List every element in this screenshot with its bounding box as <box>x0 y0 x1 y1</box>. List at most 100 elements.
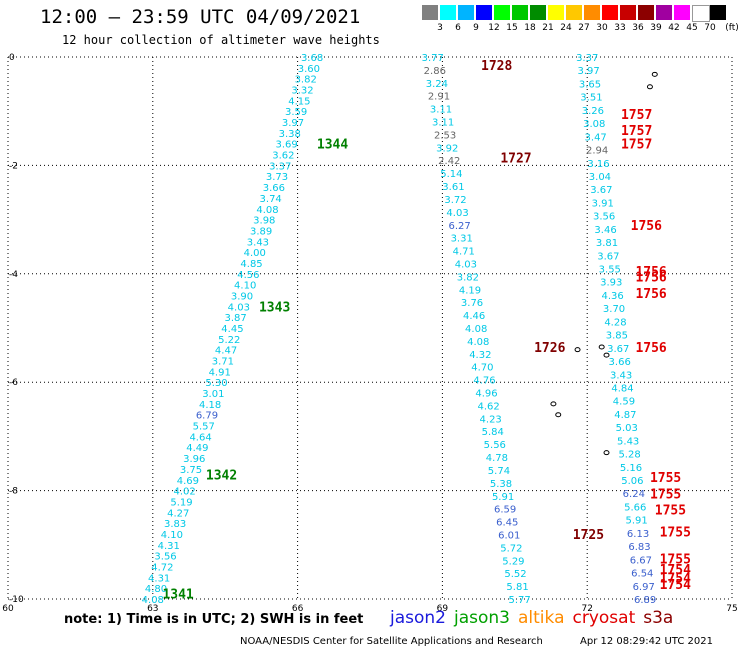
wave-height-value: 3.92 <box>436 143 458 154</box>
pass-number-label: 1754 <box>660 563 691 578</box>
wave-height-value: 5.30 <box>205 378 227 389</box>
wave-height-value: 4.10 <box>161 530 183 541</box>
wave-height-value: 5.66 <box>624 502 646 513</box>
wave-height-value: 3.60 <box>298 64 320 75</box>
wave-height-value: 3.67 <box>590 185 612 196</box>
pass-number-label: 1755 <box>660 552 691 567</box>
wave-height-value: 2.94 <box>586 146 608 157</box>
wave-height-value: 5.77 <box>508 595 530 606</box>
wave-height-value: 3.37 <box>269 161 291 172</box>
wave-height-value: 3.70 <box>603 304 625 315</box>
y-tick-label: -6 <box>9 378 18 388</box>
mission-legend-s3a: s3a <box>643 608 674 628</box>
legend-label: 39 <box>650 23 662 33</box>
wave-height-value: 5.16 <box>620 463 642 474</box>
pass-number-label: 1757 <box>621 138 652 153</box>
wave-height-value: 6.45 <box>496 518 518 529</box>
wave-height-value: 3.97 <box>577 66 599 77</box>
wave-height-value: 4.84 <box>611 383 633 394</box>
footer-timestamp: Apr 12 08:29:42 UTC 2021 <box>580 636 713 647</box>
pass-number-label: 1342 <box>206 468 237 483</box>
wave-height-value: 4.08 <box>465 324 487 335</box>
legend-swatch <box>602 5 619 20</box>
y-tick-label: 0 <box>9 53 15 63</box>
legend-label: 45 <box>686 23 698 33</box>
y-tick-label: -2 <box>9 161 18 171</box>
legend-swatch <box>530 5 547 20</box>
wave-height-value: 3.62 <box>272 151 294 162</box>
wave-height-value: 4.85 <box>240 259 262 270</box>
wave-height-value: 4.46 <box>463 311 485 322</box>
legend-label: 15 <box>506 23 518 33</box>
wave-height-value: 3.11 <box>430 105 452 116</box>
wave-height-value: 2.91 <box>428 92 450 103</box>
wave-height-value: 3.87 <box>224 313 246 324</box>
legend-label: 42 <box>668 23 680 33</box>
wave-height-value: 3.67 <box>597 251 619 262</box>
pass-number-label: 1755 <box>660 525 691 540</box>
wave-height-value: 4.10 <box>234 281 256 292</box>
wave-height-value: 3.55 <box>599 265 621 276</box>
wave-height-value: 6.67 <box>630 555 652 566</box>
wave-height-value: 4.96 <box>475 389 497 400</box>
wave-height-value: 3.32 <box>291 86 313 97</box>
wave-height-value: 4.70 <box>471 363 493 374</box>
wave-height-value: 3.43 <box>610 370 632 381</box>
legend-swatch <box>710 5 727 20</box>
wave-height-value: 4.03 <box>446 208 468 219</box>
wave-height-value: 4.31 <box>158 541 180 552</box>
wave-height-value: 4.27 <box>167 508 189 519</box>
wave-height-value: 4.28 <box>604 317 626 328</box>
wave-height-value: 4.78 <box>486 453 508 464</box>
wave-height-value: 6.01 <box>498 530 520 541</box>
pass-number-label: 1754 <box>660 578 691 593</box>
x-tick-label: 69 <box>437 604 449 614</box>
pass-number-label: 1341 <box>162 588 193 603</box>
x-tick-label: 66 <box>292 604 304 614</box>
wave-height-value: 4.03 <box>455 259 477 270</box>
island-outline <box>651 71 658 77</box>
note-text: note: 1) Time is in UTC; 2) SWH is in fe… <box>64 612 364 627</box>
island-outline <box>574 347 581 353</box>
island-outline <box>598 344 605 350</box>
wave-height-value: 3.37 <box>576 53 598 64</box>
mission-legend-jason3: jason3 <box>454 608 510 628</box>
island-outline <box>603 352 610 358</box>
pass-number-label: 1754 <box>660 571 691 586</box>
legend-swatch <box>476 5 493 20</box>
wave-height-value: 3.68 <box>301 53 323 64</box>
y-tick-label: -8 <box>9 487 18 497</box>
y-tick-label: -4 <box>9 270 18 280</box>
wave-height-value: 4.91 <box>209 367 231 378</box>
pass-number-label: 1756 <box>631 219 662 234</box>
legend-label: 27 <box>578 23 590 33</box>
wave-height-value: 5.56 <box>484 440 506 451</box>
wave-height-value: 6.89 <box>634 595 656 606</box>
wave-height-value: 5.29 <box>502 556 524 567</box>
wave-height-value: 3.81 <box>596 238 618 249</box>
wave-height-value: 3.91 <box>592 198 614 209</box>
wave-height-value: 3.73 <box>266 172 288 183</box>
wave-height-value: 4.19 <box>459 285 481 296</box>
wave-height-value: 6.97 <box>633 582 655 593</box>
island-outline <box>603 450 610 456</box>
wave-height-value: 3.65 <box>579 79 601 90</box>
pass-number-label: 1344 <box>317 138 348 153</box>
wave-height-value: 6.59 <box>494 505 516 516</box>
wave-height-value: 5.14 <box>440 169 462 180</box>
pass-number-label: 1756 <box>635 341 666 356</box>
wave-height-value: 3.31 <box>451 234 473 245</box>
legend-swatch <box>548 5 565 20</box>
wave-height-value: 3.77 <box>422 53 444 64</box>
legend-swatch <box>638 5 655 20</box>
wave-height-value: 4.02 <box>174 487 196 498</box>
wave-height-value: 5.19 <box>170 497 192 508</box>
wave-height-value: 6.83 <box>628 542 650 553</box>
wave-height-value: 3.11 <box>432 118 454 129</box>
wave-height-value: 5.38 <box>490 479 512 490</box>
wave-height-value: 4.36 <box>601 291 623 302</box>
legend-swatch <box>692 5 710 22</box>
wave-height-value: 4.32 <box>469 350 491 361</box>
wave-height-value: 3.98 <box>253 216 275 227</box>
